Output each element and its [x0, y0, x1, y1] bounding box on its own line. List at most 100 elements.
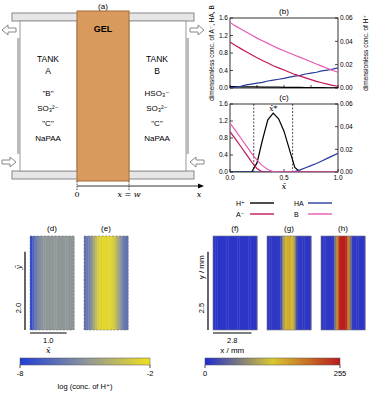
y-tick — [230, 104, 233, 105]
y2-tick-label: 0.04 — [340, 38, 353, 45]
y-tick — [230, 138, 233, 139]
map-frame — [213, 236, 257, 330]
y2-axis-label: dimensionless conc. of H⁺ — [362, 15, 369, 91]
y-tick-label: 0.8 — [219, 49, 228, 56]
y-tick-label: 0.8 — [219, 134, 228, 141]
y-tick-label: 0.0 — [219, 84, 228, 91]
tank-content: SO₃²⁻ — [146, 104, 168, 113]
y-tick — [230, 155, 233, 156]
reference-line — [253, 104, 254, 172]
line-chart: (b)0.00.40.81.21.60.000.020.040.06dimens… — [208, 5, 369, 101]
tank-name: A — [45, 66, 51, 76]
axis-tick-label: 0 — [74, 190, 79, 199]
y-tick — [230, 70, 233, 71]
gel-label: GEL — [94, 24, 113, 34]
scale-bar-x — [213, 332, 252, 333]
panel-label: (h) — [338, 224, 348, 233]
plot-area — [230, 104, 338, 172]
legend-label: HA — [294, 200, 304, 207]
scale-bar-label: 2.0 — [14, 303, 23, 313]
scale-bar-x — [30, 332, 67, 333]
tank-wall — [186, 38, 189, 154]
legend-swatch — [250, 213, 274, 214]
y2-tick-label: 0.06 — [340, 14, 353, 21]
tank-name: B — [154, 66, 160, 76]
schematic: (a)GELTANKA"B"SO₃²⁻"C"NaPAATANKBHSO₃⁻SO₃… — [2, 2, 204, 199]
series-line — [230, 87, 338, 88]
tank-content: HSO₃⁻ — [145, 89, 170, 98]
y-tick-label: 0.4 — [219, 67, 228, 74]
panel-label: (g) — [284, 224, 294, 233]
y2-tick-label: 0.04 — [340, 123, 353, 130]
map-frame — [84, 236, 128, 330]
x-axis — [77, 186, 200, 187]
colorbar-tick-label: -8 — [17, 369, 24, 378]
scale-bar-label: 2.5 — [197, 303, 206, 313]
figure: (a)GELTANKA"B"SO₃²⁻"C"NaPAATANKBHSO₃⁻SO₃… — [0, 0, 378, 394]
tank — [20, 21, 77, 171]
legend-swatch — [308, 213, 332, 214]
colorbar — [205, 358, 340, 365]
y2-tick-label: 0.02 — [340, 146, 353, 153]
series-line — [230, 113, 338, 172]
scale-bar-label: 2.8 — [227, 336, 237, 345]
flow-arrow — [190, 157, 204, 167]
y-tick — [230, 121, 233, 122]
legend-swatch — [308, 202, 332, 203]
scale-axis-label: x / mm — [220, 346, 244, 355]
x-tick-label: 1.0 — [333, 174, 342, 181]
panel-label: (a) — [98, 2, 108, 11]
flow-arrow — [2, 25, 16, 35]
plot-area — [230, 22, 338, 88]
y2-tick — [335, 104, 338, 105]
tank-content: "C" — [42, 119, 54, 128]
legend-label: H⁺ — [236, 200, 245, 207]
y-tick-label: 1.6 — [219, 14, 228, 21]
line-chart: (c)0.00.40.81.21.60.000.020.040.060.00.5… — [219, 93, 353, 191]
y-tick — [230, 18, 233, 19]
colorbar-tick — [20, 365, 21, 368]
y-tick-label: 1.2 — [219, 117, 228, 124]
colorbar-tick — [150, 365, 151, 368]
legend-label: B — [294, 211, 299, 218]
tank-content: "C" — [151, 119, 163, 128]
plot-frame — [230, 18, 338, 88]
scale-bar-y — [24, 252, 25, 330]
series-line — [230, 123, 338, 172]
legend-swatch — [250, 202, 274, 203]
scale-axis-label: ȳ — [14, 265, 23, 271]
page: {"schematic": {"label": "(a)", "gel": "G… — [0, 0, 378, 394]
tank-title: TANK — [37, 54, 59, 64]
y2-tick — [335, 126, 338, 127]
y2-tick — [335, 64, 338, 65]
legend: H⁺ HA A⁻ B — [236, 200, 332, 218]
tank-title: TANK — [146, 54, 168, 64]
tank-content: NaPAA — [35, 134, 61, 143]
map-frame — [30, 236, 74, 330]
legend-label: A⁻ — [236, 211, 245, 218]
plot-frame — [230, 104, 338, 172]
tank-wall — [17, 38, 20, 154]
y-tick-label: 1.6 — [219, 100, 228, 107]
y2-tick-label: 0.00 — [340, 84, 353, 91]
axis-tick — [77, 181, 78, 190]
map-frame — [267, 236, 311, 330]
y2-tick-label: 0.02 — [340, 61, 353, 68]
panel-label: (c) — [279, 93, 289, 102]
gel — [77, 11, 129, 181]
colorbar-tick-label: -2 — [147, 369, 154, 378]
series-line — [230, 132, 338, 172]
y-tick-label: 1.2 — [219, 32, 228, 39]
scale-bar-y — [207, 252, 208, 330]
tank-content: "B" — [42, 89, 53, 98]
axis-tick — [129, 181, 130, 190]
series-line — [230, 42, 338, 86]
y-tick-label: 0.4 — [219, 151, 228, 158]
y2-tick — [335, 149, 338, 150]
series-line — [230, 68, 338, 88]
axis-tick-label: x = w — [117, 190, 140, 199]
y-tick — [230, 53, 233, 54]
axis-arrow — [198, 184, 204, 189]
map-frame — [321, 236, 365, 330]
flow-arrow — [2, 157, 16, 167]
